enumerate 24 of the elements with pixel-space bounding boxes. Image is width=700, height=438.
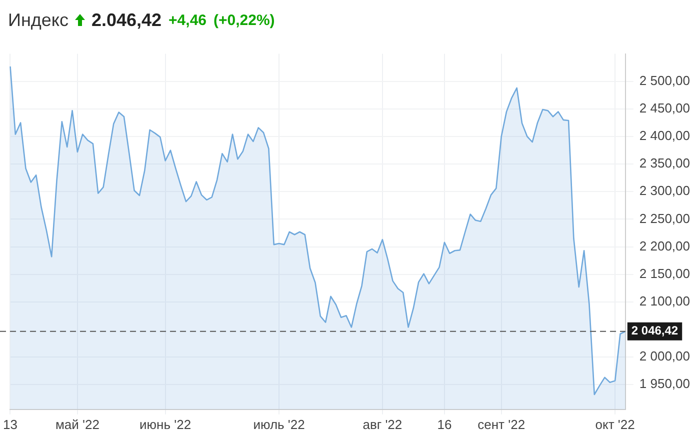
- y-tick-label: 2 450,00: [639, 100, 690, 116]
- x-tick-label: авг '22: [362, 416, 402, 432]
- y-tick-label: 2 500,00: [639, 72, 690, 88]
- y-tick-label: 2 350,00: [639, 156, 690, 171]
- y-tick-label: 2 400,00: [639, 128, 690, 144]
- y-tick-label: 2 300,00: [639, 183, 690, 198]
- text: 2.046,42: [91, 10, 162, 30]
- x-tick-label: июнь '22: [140, 416, 192, 432]
- text: (+0,22%): [214, 12, 275, 28]
- x-tick-label: окт '22: [595, 416, 635, 432]
- x-tick-label: июль '22: [253, 416, 305, 432]
- x-tick-label: 16: [437, 416, 452, 432]
- y-tick-label: 2 150,00: [639, 266, 690, 281]
- chart-title: Индекс: [8, 10, 68, 30]
- x-tick-label: май '22: [55, 416, 100, 432]
- x-tick-label: сент '22: [478, 416, 526, 432]
- text: +4,46: [168, 12, 207, 28]
- y-tick-label: 1 950,00: [639, 376, 690, 392]
- x-tick-label: 13: [2, 416, 18, 432]
- y-tick-label: 2 100,00: [639, 293, 690, 308]
- y-tick-label: 2 200,00: [639, 238, 690, 254]
- y-tick-label: 2 250,00: [639, 210, 690, 226]
- ref-line-label: 2 046,42: [631, 324, 678, 338]
- y-tick-label: 2 000,00: [639, 348, 690, 364]
